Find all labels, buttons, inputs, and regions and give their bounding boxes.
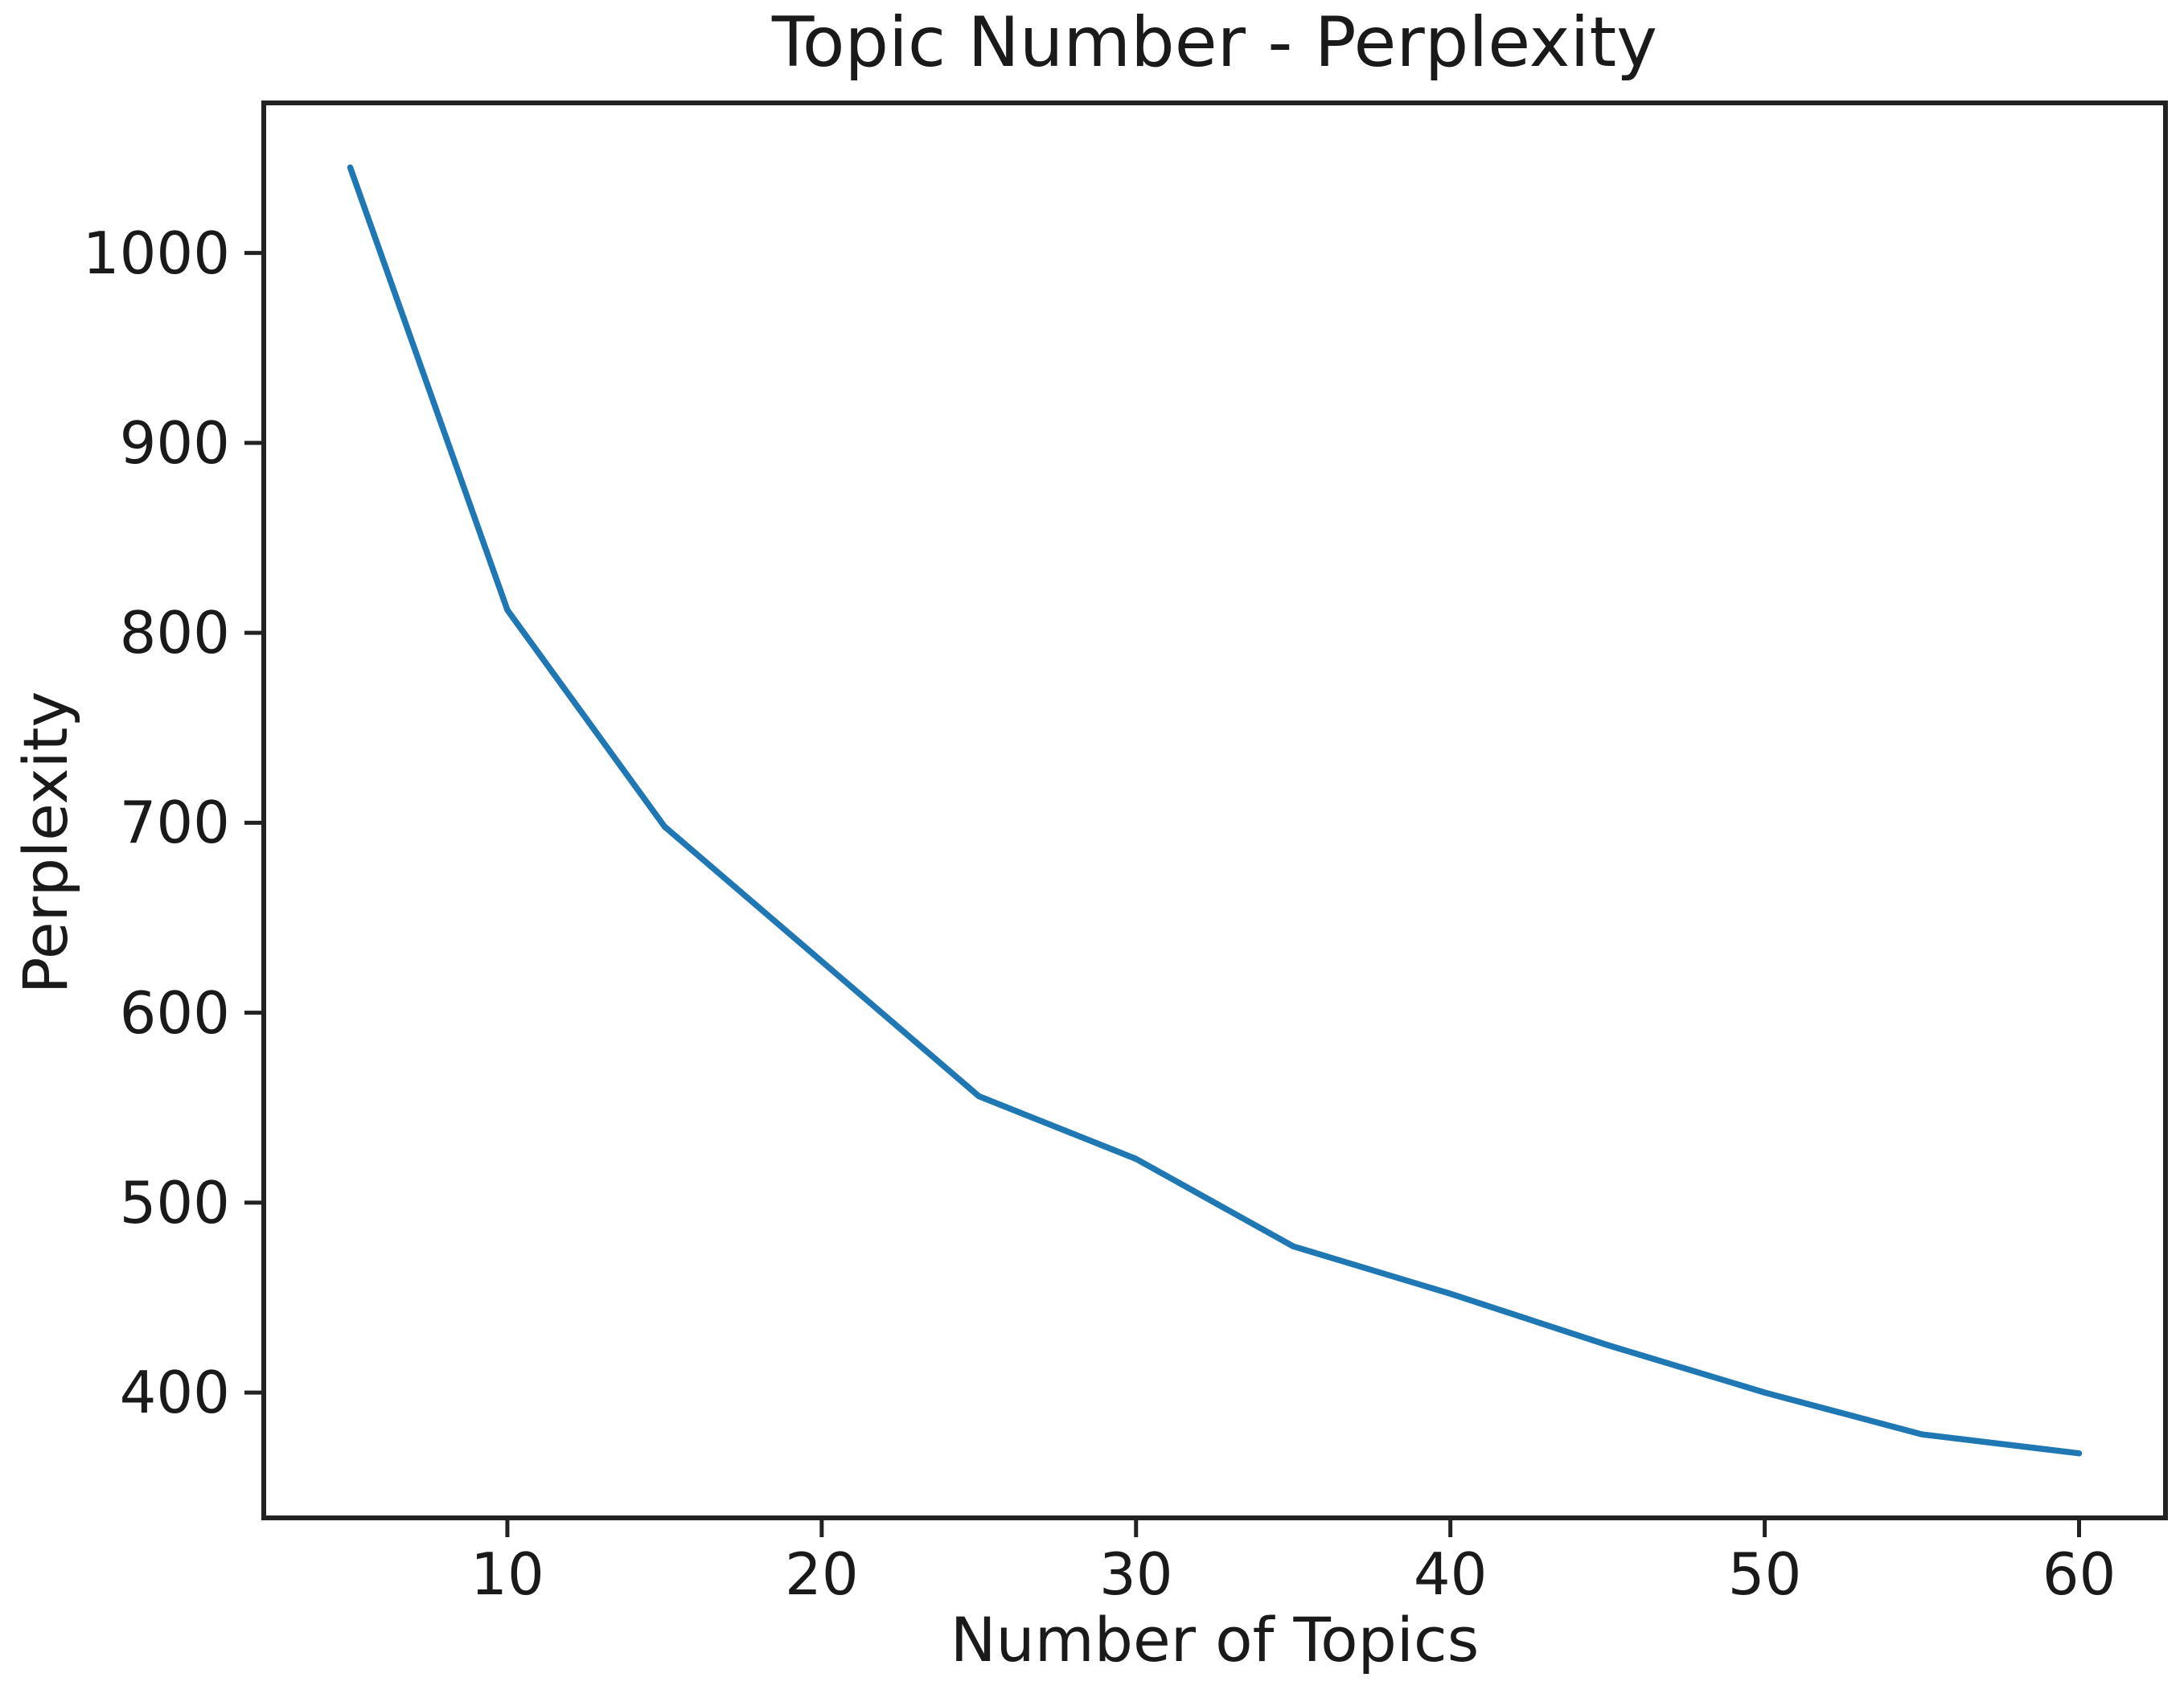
y-tick-label: 700 (119, 789, 230, 857)
chart-title: Topic Number - Perplexity (771, 2, 1658, 83)
x-tick-label: 20 (785, 1540, 859, 1608)
x-axis-label: Number of Topics (950, 1604, 1480, 1675)
x-tick-label: 50 (1727, 1540, 1802, 1608)
x-tick-label: 60 (2042, 1540, 2116, 1608)
y-axis-label: Perplexity (10, 691, 82, 995)
y-tick-label: 1000 (82, 219, 230, 287)
y-tick-label: 400 (119, 1359, 230, 1427)
x-tick-label: 40 (1413, 1540, 1488, 1608)
perplexity-line-series (347, 164, 2083, 1457)
y-tick-label: 600 (119, 978, 230, 1047)
axes-spines (261, 100, 2168, 1520)
x-tick-label: 10 (470, 1540, 544, 1608)
y-tick-label: 500 (119, 1168, 230, 1237)
x-tick-label: 30 (1098, 1540, 1173, 1608)
y-tick-label: 800 (119, 599, 230, 667)
y-tick-label: 900 (119, 408, 230, 477)
